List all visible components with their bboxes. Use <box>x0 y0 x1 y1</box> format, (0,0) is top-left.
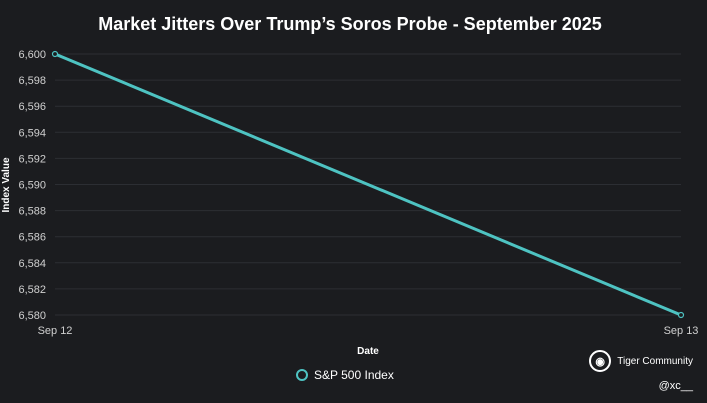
watermark-brand: Tiger Community <box>617 355 693 367</box>
x-tick-label: Sep 12 <box>38 325 73 337</box>
watermark: ◉ Tiger Community <box>589 350 693 372</box>
y-tick-label: 6,588 <box>18 206 46 218</box>
legend[interactable]: S&P 500 Index <box>296 368 394 382</box>
y-axis-label: Index Value <box>1 157 12 212</box>
data-point[interactable] <box>677 311 685 319</box>
y-tick-label: 6,586 <box>18 232 46 244</box>
watermark-handle: @xc__ <box>658 380 693 392</box>
y-tick-label: 6,582 <box>18 284 46 296</box>
legend-marker-icon <box>296 369 308 381</box>
chart-title: Market Jitters Over Trump’s Soros Probe … <box>98 14 602 34</box>
y-tick-label: 6,600 <box>18 49 46 61</box>
y-tick-label: 6,580 <box>18 310 46 322</box>
series-layer <box>51 50 685 319</box>
tiger-icon: ◉ <box>589 350 612 372</box>
x-axis-label: Date <box>357 346 379 357</box>
legend-label: S&P 500 Index <box>314 368 394 382</box>
y-tick-label: 6,592 <box>18 153 46 165</box>
x-axis-ticks: Sep 12 Sep 13 <box>38 325 699 337</box>
y-tick-label: 6,598 <box>18 75 46 87</box>
y-tick-label: 6,594 <box>18 127 46 139</box>
y-tick-label: 6,596 <box>18 101 46 113</box>
series-line <box>54 52 682 317</box>
data-point[interactable] <box>51 50 59 58</box>
y-axis-ticks: 6,580 6,582 6,584 6,586 6,588 6,590 6,592 6,594… <box>18 49 46 322</box>
x-tick-label: Sep 13 <box>664 325 699 337</box>
y-tick-label: 6,590 <box>18 180 46 192</box>
y-tick-label: 6,584 <box>18 258 46 270</box>
